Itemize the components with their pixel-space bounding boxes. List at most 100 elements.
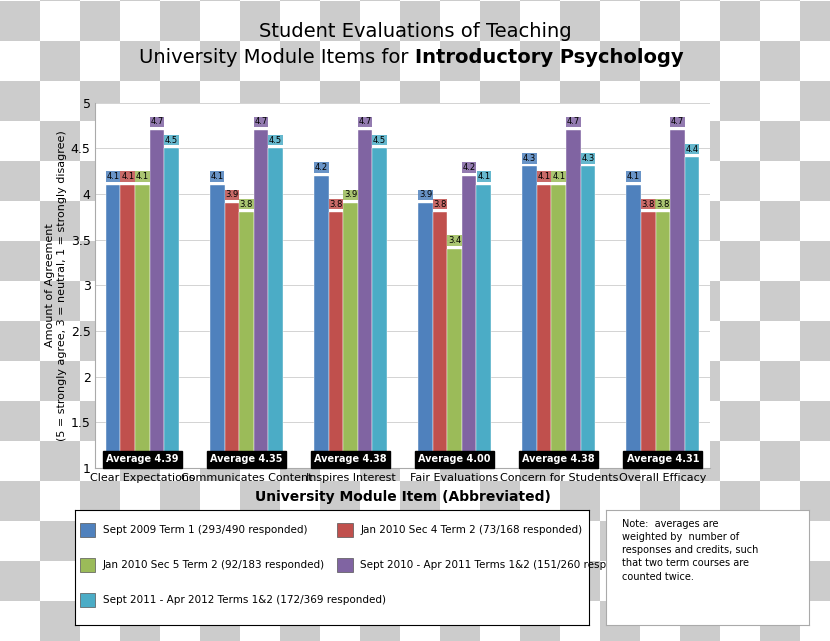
Bar xyxy=(480,401,520,441)
Bar xyxy=(560,201,600,241)
Bar xyxy=(240,41,280,81)
Text: 4.7: 4.7 xyxy=(150,117,164,126)
Bar xyxy=(240,121,280,161)
Bar xyxy=(685,157,699,468)
Bar xyxy=(551,185,566,468)
Bar xyxy=(680,0,720,1)
Bar xyxy=(160,0,200,1)
Bar xyxy=(164,148,178,468)
Bar xyxy=(800,121,830,161)
Bar xyxy=(680,281,720,321)
Bar xyxy=(160,481,200,521)
Bar xyxy=(520,121,560,161)
Bar xyxy=(360,121,400,161)
Text: 4.4: 4.4 xyxy=(686,145,699,154)
Bar xyxy=(200,41,240,81)
Bar xyxy=(360,0,400,1)
Bar xyxy=(337,558,353,572)
Bar xyxy=(0,441,40,481)
Bar xyxy=(760,241,800,281)
Bar xyxy=(200,1,240,41)
Bar xyxy=(440,401,480,441)
Bar xyxy=(135,185,149,468)
Bar xyxy=(520,161,560,201)
Text: 4.1: 4.1 xyxy=(538,172,550,181)
Bar xyxy=(440,561,480,601)
Bar xyxy=(480,201,520,241)
Bar xyxy=(600,41,640,81)
Bar xyxy=(400,0,440,1)
Bar xyxy=(80,521,120,561)
Bar xyxy=(440,1,480,41)
Bar xyxy=(120,41,160,81)
Bar xyxy=(0,521,40,561)
Bar xyxy=(337,524,353,537)
Bar xyxy=(40,401,80,441)
Bar xyxy=(240,1,280,41)
Bar xyxy=(400,481,440,521)
Bar xyxy=(200,81,240,121)
Bar xyxy=(480,241,520,281)
Bar xyxy=(360,521,400,561)
Bar xyxy=(600,401,640,441)
Bar xyxy=(640,161,680,201)
Bar xyxy=(320,561,360,601)
Bar xyxy=(280,361,320,401)
Bar xyxy=(760,481,800,521)
Bar xyxy=(640,41,680,81)
Bar xyxy=(400,241,440,281)
Bar xyxy=(480,161,520,201)
Bar xyxy=(480,121,520,161)
Bar xyxy=(760,601,800,641)
Bar xyxy=(80,601,120,641)
Bar xyxy=(254,130,268,468)
Bar xyxy=(760,121,800,161)
Text: Introductory Psychology: Introductory Psychology xyxy=(415,48,684,67)
Bar xyxy=(200,321,240,361)
Bar xyxy=(400,81,440,121)
Bar xyxy=(520,561,560,601)
Bar xyxy=(560,121,600,161)
Bar xyxy=(520,321,560,361)
Bar xyxy=(400,401,440,441)
Bar xyxy=(40,521,80,561)
Text: 4.1: 4.1 xyxy=(477,172,491,181)
Bar xyxy=(600,441,640,481)
Bar xyxy=(160,121,200,161)
Bar xyxy=(120,561,160,601)
Bar xyxy=(80,281,120,321)
Bar xyxy=(560,0,600,1)
Bar xyxy=(440,81,480,121)
Text: 3.8: 3.8 xyxy=(240,199,253,208)
Text: 3.8: 3.8 xyxy=(657,199,670,208)
Bar xyxy=(240,281,280,321)
Bar xyxy=(240,521,280,561)
Bar xyxy=(200,441,240,481)
Bar xyxy=(600,81,640,121)
Bar xyxy=(720,121,760,161)
Bar xyxy=(200,401,240,441)
Bar xyxy=(106,185,120,468)
Text: 3.9: 3.9 xyxy=(419,190,432,199)
Bar xyxy=(40,161,80,201)
Bar xyxy=(520,361,560,401)
Bar xyxy=(432,212,447,468)
Text: 4.5: 4.5 xyxy=(374,136,386,145)
Bar xyxy=(80,401,120,441)
Bar xyxy=(480,561,520,601)
Bar xyxy=(800,41,830,81)
Bar xyxy=(280,521,320,561)
Bar xyxy=(320,321,360,361)
Bar xyxy=(120,361,160,401)
Bar xyxy=(360,441,400,481)
Bar xyxy=(225,203,239,468)
Bar xyxy=(640,281,680,321)
Text: Jan 2010 Sec 4 Term 2 (73/168 responded): Jan 2010 Sec 4 Term 2 (73/168 responded) xyxy=(360,526,583,535)
Bar xyxy=(760,521,800,561)
Bar xyxy=(400,561,440,601)
Text: 4.7: 4.7 xyxy=(567,117,580,126)
Bar xyxy=(760,161,800,201)
Bar xyxy=(280,1,320,41)
Bar xyxy=(720,241,760,281)
Bar xyxy=(440,321,480,361)
